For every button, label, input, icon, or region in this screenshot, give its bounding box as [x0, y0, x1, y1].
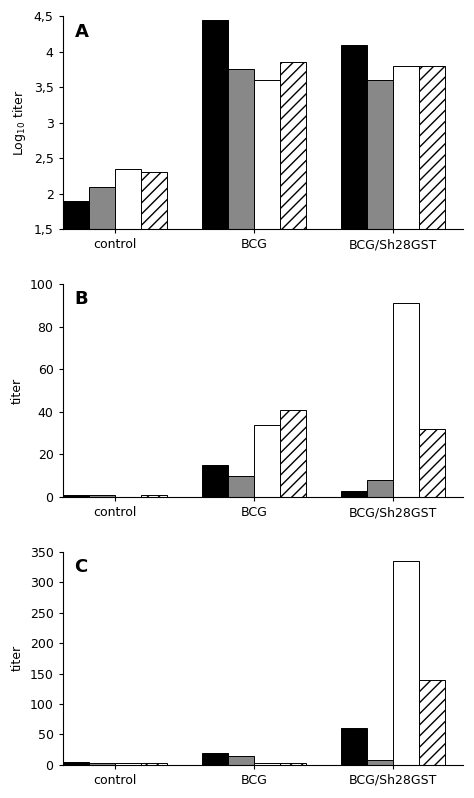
Y-axis label: titer: titer — [11, 646, 24, 671]
Bar — [419, 65, 446, 229]
Text: B: B — [74, 290, 88, 308]
Bar — [202, 753, 228, 764]
Text: A: A — [74, 22, 89, 41]
Bar — [280, 763, 306, 764]
Bar — [393, 303, 419, 497]
Bar — [228, 756, 254, 764]
Text: C: C — [74, 559, 88, 576]
Bar — [89, 187, 115, 229]
Bar — [63, 201, 89, 229]
Bar — [367, 480, 393, 497]
Bar — [367, 760, 393, 764]
Bar — [115, 763, 141, 764]
Bar — [254, 763, 280, 764]
Bar — [393, 561, 419, 764]
Bar — [141, 495, 167, 497]
Bar — [254, 80, 280, 229]
Bar — [202, 465, 228, 497]
Bar — [280, 62, 306, 229]
Bar — [254, 425, 280, 497]
Bar — [393, 65, 419, 229]
Bar — [228, 476, 254, 497]
Bar — [341, 45, 367, 229]
Bar — [202, 20, 228, 229]
Bar — [89, 495, 115, 497]
Bar — [341, 491, 367, 497]
Bar — [115, 169, 141, 229]
Y-axis label: titer: titer — [11, 377, 24, 404]
Bar — [419, 680, 446, 764]
Bar — [419, 429, 446, 497]
Bar — [63, 495, 89, 497]
Bar — [341, 729, 367, 764]
Bar — [367, 80, 393, 229]
Bar — [63, 762, 89, 764]
Bar — [228, 69, 254, 229]
Bar — [141, 763, 167, 764]
Bar — [141, 172, 167, 229]
Bar — [280, 409, 306, 497]
Y-axis label: Log$_{10}$ titer: Log$_{10}$ titer — [11, 89, 28, 156]
Bar — [89, 763, 115, 764]
